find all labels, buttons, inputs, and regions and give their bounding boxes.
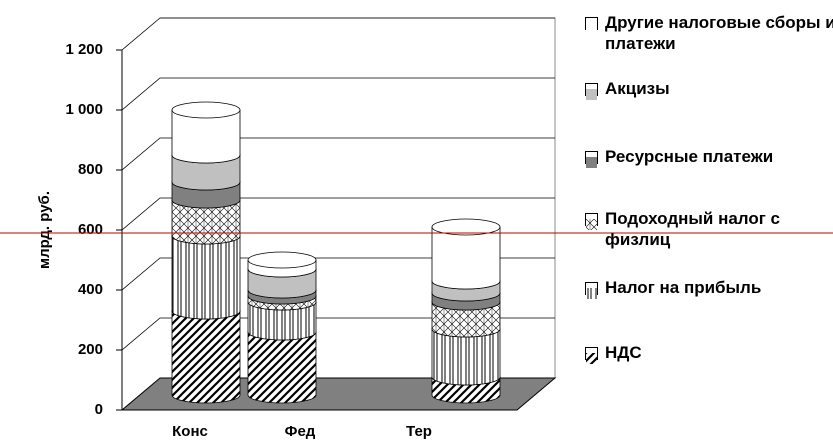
cylinder-segment — [171, 235, 241, 320]
legend-entry: Ресурсные платежи — [585, 146, 833, 168]
x-tick-label: Фед — [285, 423, 316, 440]
y-tick-label: 1 200 — [65, 41, 103, 58]
y-tick-label: 800 — [78, 161, 103, 178]
y-tick-label: 200 — [78, 341, 103, 358]
grid-line — [121, 17, 555, 51]
legend-entry: НДС — [585, 342, 833, 364]
x-tick-label: Тер — [406, 423, 432, 440]
cylinder-top — [431, 218, 501, 236]
legend-entry: Подоходный налог с физлиц — [585, 208, 833, 250]
legend-label: Другие налоговые сборы и платежи — [605, 13, 833, 53]
legend-swatch — [585, 282, 598, 299]
cylinder-top — [247, 251, 317, 269]
cylinder-segment — [171, 109, 241, 164]
legend-label: НДС — [605, 343, 642, 362]
legend-label: Акцизы — [605, 79, 670, 98]
y-tick-label: 600 — [78, 221, 103, 238]
grid-line — [121, 317, 555, 351]
legend-label: Ресурсные платежи — [605, 147, 774, 166]
y-tick-label: 1 000 — [65, 101, 103, 118]
legend-swatch — [585, 151, 598, 168]
grid-line — [121, 257, 555, 291]
legend-label: Подоходный налог с физлиц — [605, 209, 781, 249]
legend-swatch — [585, 17, 598, 34]
cylinder-segment — [431, 226, 501, 290]
legend-label: Налог на прибыль — [605, 278, 762, 297]
legend-entry: Акцизы — [585, 78, 833, 100]
cylinder-segment — [431, 328, 501, 386]
legend-swatch — [585, 213, 598, 230]
cylinder-segment — [247, 331, 317, 404]
cylinder-top — [171, 101, 241, 119]
legend-entry: Другие налоговые сборы и платежи — [585, 12, 833, 54]
legend-swatch — [585, 347, 598, 364]
legend-swatch — [585, 83, 598, 100]
cylinder-segment — [171, 310, 241, 404]
y-tick-label: 0 — [95, 401, 103, 418]
y-tick-label: 400 — [78, 281, 103, 298]
grid-line — [121, 77, 555, 111]
x-tick-label: Конс — [172, 423, 208, 440]
cylinder-segment — [171, 154, 241, 191]
grid-line — [121, 197, 555, 231]
y-axis-label: млрд. руб. — [36, 191, 53, 269]
legend-entry: Налог на прибыль — [585, 277, 833, 299]
cylinder-segment — [247, 301, 317, 341]
grid-line — [121, 137, 555, 171]
cylinder-segment — [431, 301, 501, 338]
